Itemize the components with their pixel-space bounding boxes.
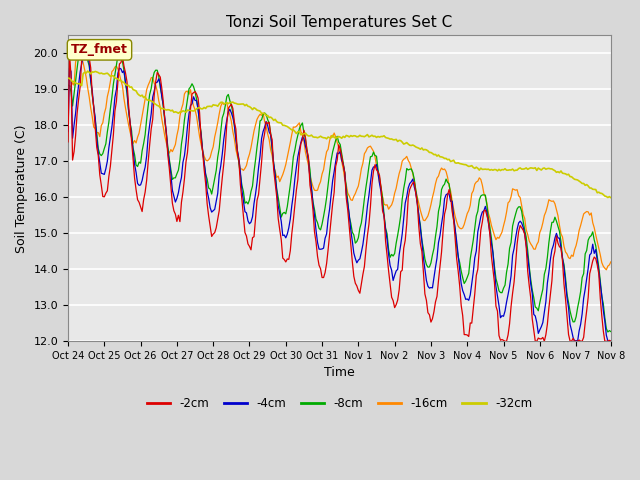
Text: TZ_fmet: TZ_fmet [71,43,128,56]
Y-axis label: Soil Temperature (C): Soil Temperature (C) [15,124,28,252]
X-axis label: Time: Time [324,367,355,380]
Title: Tonzi Soil Temperatures Set C: Tonzi Soil Temperatures Set C [227,15,452,30]
Legend: -2cm, -4cm, -8cm, -16cm, -32cm: -2cm, -4cm, -8cm, -16cm, -32cm [142,392,537,415]
